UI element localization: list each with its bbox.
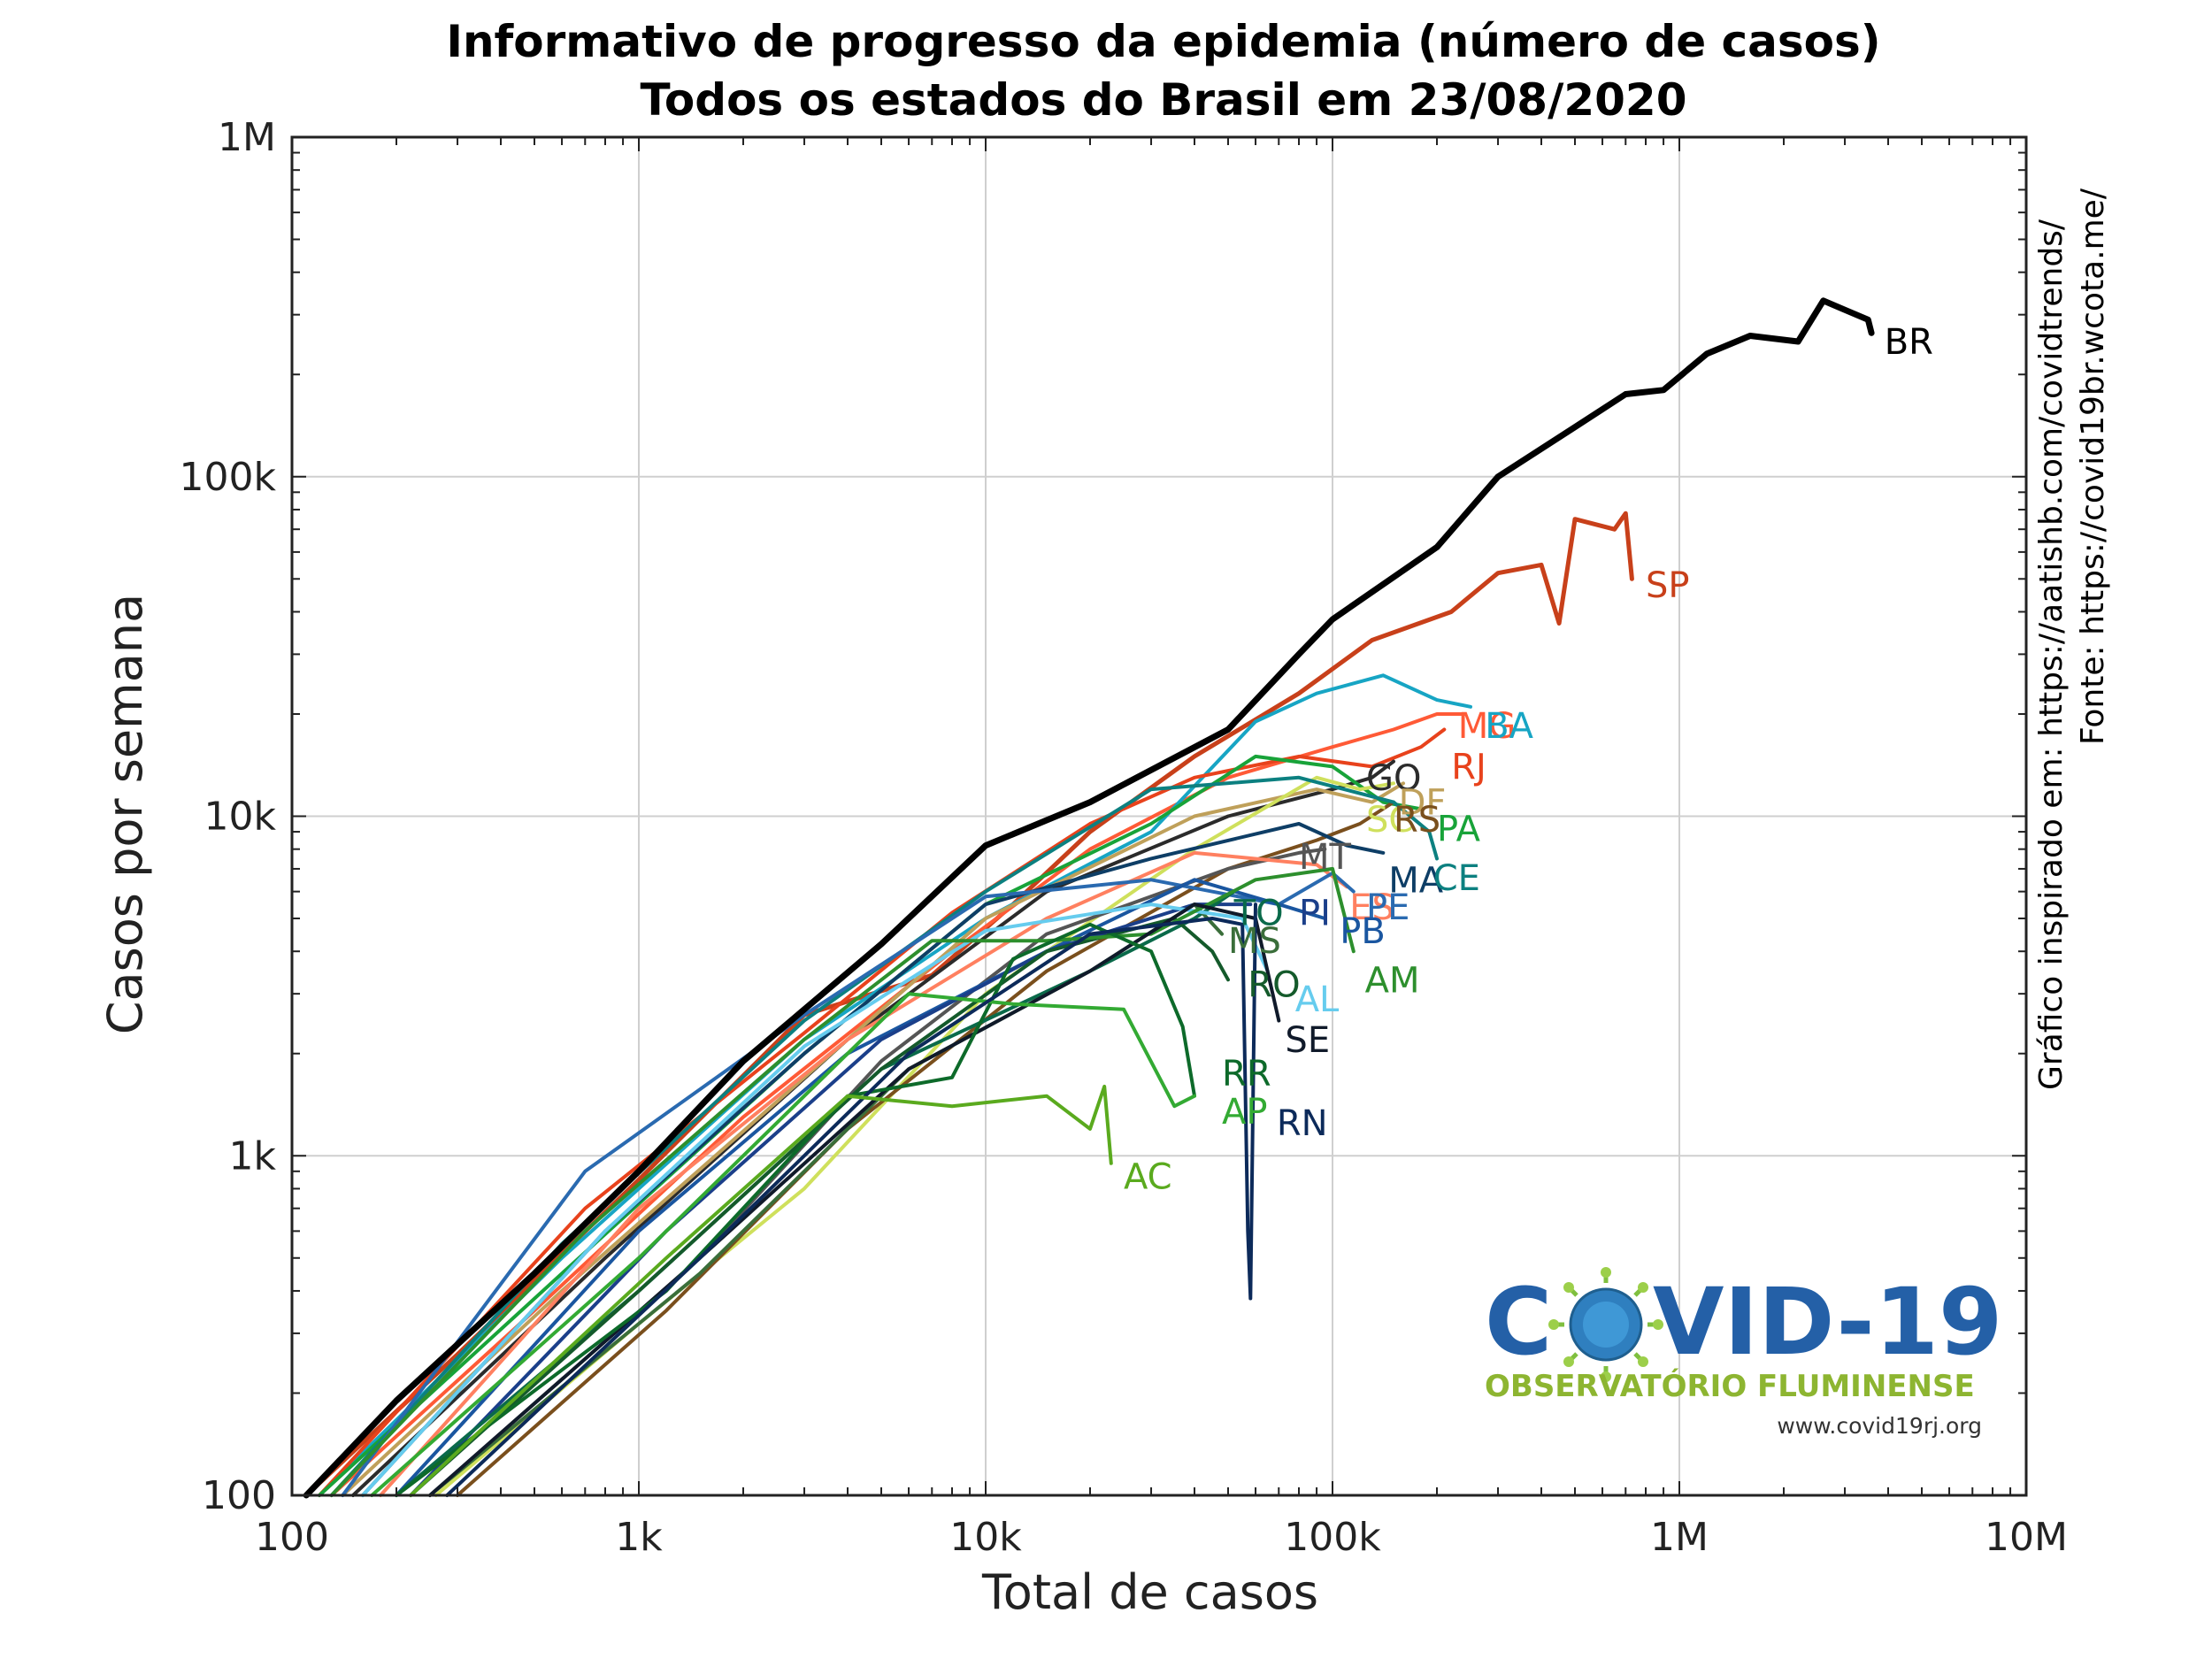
series-label-mg: MG (1458, 706, 1517, 747)
y-axis-label: Casos por semana (97, 594, 153, 1034)
series-label-am: AM (1365, 960, 1420, 1001)
series-line-rr (395, 922, 1196, 1497)
series-line-ap (370, 992, 1196, 1497)
series-line-pe (341, 871, 1356, 1497)
y-tick-label: 10k (204, 795, 277, 840)
series-label-sp: SP (1646, 565, 1690, 606)
series-line-mg (329, 712, 1466, 1497)
series-label-al: AL (1295, 979, 1340, 1020)
x-tick-label: 10k (949, 1515, 1022, 1560)
series-label-pb: PB (1340, 911, 1386, 952)
series-line-rj (318, 727, 1447, 1497)
series-line-am (329, 866, 1356, 1497)
series-line-pi (409, 902, 1253, 1497)
series-label-rj: RJ (1451, 747, 1486, 787)
series-label-rr: RR (1222, 1054, 1271, 1094)
series-label-rs: RS (1394, 800, 1440, 841)
series-label-mt: MT (1299, 837, 1352, 878)
x-tick-label: 100 (255, 1515, 329, 1560)
x-axis-label: Total de casos (981, 1564, 1318, 1620)
series-line-ro (409, 917, 1230, 1497)
series-label-ms: MS (1228, 921, 1281, 962)
series-line-df (341, 781, 1405, 1497)
x-tick-label: 1M (1650, 1515, 1709, 1560)
series-line-to (395, 889, 1236, 1497)
series-line-pa (318, 754, 1424, 1497)
x-tick-label: 1k (615, 1515, 663, 1560)
logo-covid-text: VID-19 (1653, 1268, 2002, 1376)
y-tick-label: 100 (202, 1473, 276, 1518)
series-label-ma: MA (1388, 860, 1444, 901)
covid19-logo: C (1485, 1267, 2002, 1439)
side-note-source: Fonte: https://covid19br.wcota.me/ (2075, 188, 2111, 745)
series-label-se: SE (1285, 1020, 1330, 1061)
series-label-to: TO (1233, 893, 1284, 933)
series-line-es (379, 850, 1349, 1497)
logo-subtitle: OBSERVATÓRIO FLUMINENSE (1485, 1368, 1975, 1404)
chart-title: Informativo de progresso da epidemia (nú… (446, 16, 1880, 67)
x-tick-label: 10M (1985, 1515, 2068, 1560)
x-tick-label: 100k (1284, 1515, 1381, 1560)
series-line-br (303, 297, 1875, 1499)
series-lines (303, 297, 1875, 1499)
series-line-rn (445, 902, 1257, 1497)
y-tick-label: 1M (218, 115, 276, 160)
chart-subtitle: Todos os estados do Brasil em 23/08/2020 (640, 74, 1686, 126)
series-line-al (361, 902, 1270, 1497)
series-label-df: DF (1399, 783, 1447, 824)
logo-letter-c: C (1485, 1268, 1552, 1376)
series-label-go: GO (1366, 758, 1421, 799)
side-note-inspiration: Gráfico inspirado em: https://aatishb.co… (2033, 219, 2070, 1090)
plot-frame (290, 135, 2028, 1497)
axis-ticks: 100 1k 10k 100k 1M 10M 100 1k 10k 100k 1M (180, 115, 2068, 1560)
y-tick-label: 100k (180, 455, 277, 500)
series-label-pi: PI (1299, 893, 1331, 933)
series-label-ro: RO (1248, 964, 1300, 1005)
series-label-pe: PE (1366, 887, 1409, 928)
series-label-es: ES (1349, 887, 1394, 928)
series-label-ba: BA (1485, 706, 1533, 747)
series-line-go (351, 759, 1395, 1497)
series-label-sc: SC (1366, 800, 1413, 841)
gridlines (292, 137, 2026, 1495)
series-label-rn: RN (1277, 1103, 1328, 1144)
coronavirus-icon (1548, 1267, 1663, 1382)
series-label-br: BR (1885, 322, 1933, 363)
series-label-ac: AC (1124, 1156, 1172, 1197)
series-line-ac (409, 1084, 1113, 1497)
y-tick-label: 1k (229, 1133, 277, 1179)
series-label-ce: CE (1433, 858, 1480, 899)
series-label-ap: AP (1222, 1092, 1267, 1133)
series-label-pa: PA (1437, 809, 1481, 849)
series-line-sp (303, 511, 1634, 1498)
series-line-rs (456, 800, 1395, 1497)
logo-url: www.covid19rj.org (1777, 1413, 1982, 1439)
